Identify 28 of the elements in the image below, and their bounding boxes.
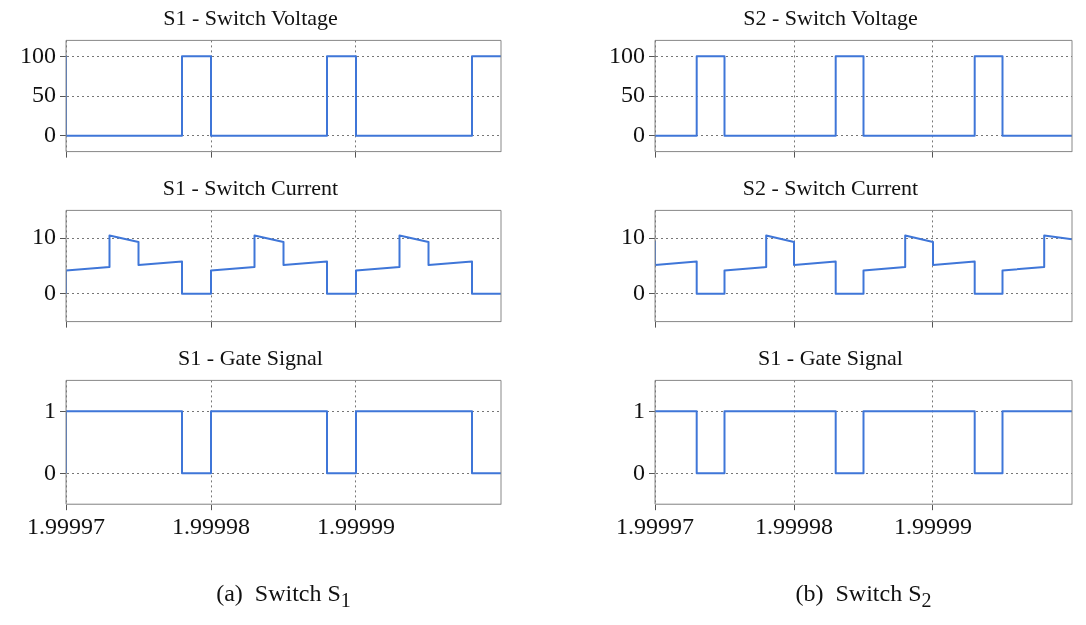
chart-title: S2 - Switch Current [742,174,919,200]
x-tick-label: 1.99998 [172,512,250,539]
x-tick-label: 1.99999 [317,512,395,539]
y-tick-label: 50 [32,81,56,108]
x-tick-label: 1.99997 [27,512,105,539]
x-tick-label: 1.99997 [616,512,694,539]
y-tick-label: 0 [633,121,645,148]
chart-title: S1 - Gate Signal [178,344,323,370]
y-tick-label: 0 [633,458,645,485]
y-tick-label: 50 [621,81,645,108]
y-tick-label: 100 [20,41,56,68]
y-tick-label: 1 [633,396,645,423]
text: (b) Switch S$_{2}$ [794,580,933,612]
y-tick-label: 10 [32,223,56,250]
y-tick-label: 1 [44,396,56,423]
chart-title: S1 - Gate Signal [758,344,903,370]
y-tick-label: 100 [609,41,645,68]
text: (a) Switch S$_{1}$ [215,580,352,612]
y-tick-label: 10 [621,223,645,250]
y-tick-label: 0 [44,458,56,485]
y-tick-label: 0 [633,279,645,306]
chart-title: S1 - Switch Voltage [163,4,338,30]
y-tick-label: 0 [44,279,56,306]
x-tick-label: 1.99998 [755,512,833,539]
x-tick-label: 1.99999 [894,512,972,539]
chart-title: S1 - Switch Current [162,174,339,200]
chart-title: S2 - Switch Voltage [743,4,918,30]
y-tick-label: 0 [44,121,56,148]
